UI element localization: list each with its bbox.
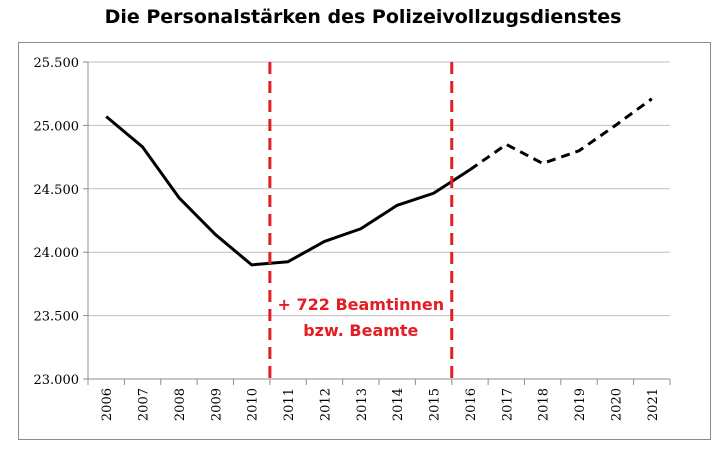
- x-tick-label: 2014: [391, 388, 406, 421]
- series-lines: [105, 97, 653, 267]
- x-tick-label: 2008: [173, 388, 188, 421]
- y-tick-label: 23.500: [34, 310, 80, 325]
- marker-lines: [268, 62, 454, 381]
- annotation-line-1: + 722 Beamtinnen: [278, 295, 445, 314]
- grid-lines: [83, 61, 670, 380]
- x-tick-label: 2015: [428, 388, 443, 421]
- x-tick-label: 2020: [609, 388, 624, 421]
- x-tick-label: 2013: [355, 388, 370, 421]
- x-tick-label: 2009: [209, 388, 224, 421]
- x-tick-label: 2019: [573, 388, 588, 421]
- x-tick-label: 2012: [318, 388, 333, 421]
- x-tick-label: 2017: [500, 388, 515, 421]
- x-axis: [87, 62, 671, 385]
- x-tick-label: 2010: [246, 388, 261, 421]
- y-tick-label: 23.000: [34, 373, 80, 388]
- chart-frame: [18, 42, 711, 440]
- series-line-dashed: [469, 97, 653, 172]
- y-tick-label: 25.500: [34, 56, 80, 71]
- y-tick-label: 25.000: [34, 119, 80, 134]
- x-tick-label: 2006: [100, 388, 115, 421]
- y-axis-tick-labels: 23.000 23.500 24.000 24.500 25.000 25.500: [34, 56, 80, 388]
- y-tick-label: 24.000: [34, 246, 80, 261]
- x-axis-tick-labels: 2006 2007 2008 2009 2010 2011 2012 2013 2014 2015…: [100, 388, 661, 421]
- annotation-line-2: bzw. Beamte: [303, 321, 418, 340]
- x-tick-label: 2007: [137, 388, 152, 421]
- y-tick-label: 24.500: [34, 183, 80, 198]
- chart-title: Die Personalstärken des Polizeivollzugsd…: [104, 6, 622, 28]
- x-tick-label: 2021: [646, 388, 661, 421]
- x-tick-label: 2018: [537, 388, 552, 421]
- series-line-solid: [105, 115, 471, 267]
- x-tick-label: 2011: [282, 388, 297, 421]
- x-tick-label: 2016: [464, 388, 479, 421]
